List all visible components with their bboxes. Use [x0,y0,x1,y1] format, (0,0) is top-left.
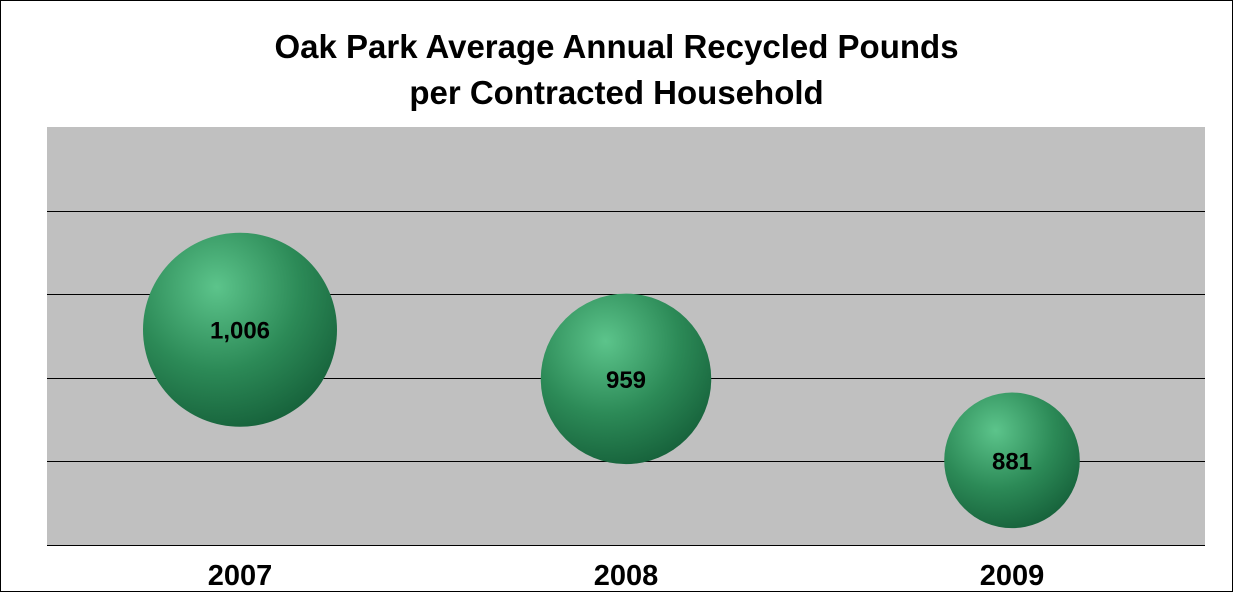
bubble-2009 [944,392,1080,529]
chart-subtitle: per Contracted Household [409,74,824,111]
x-tick-label: 2008 [594,560,659,592]
chart-title: Oak Park Average Annual Recycled Pounds [274,28,959,65]
bubble-2007 [143,232,337,427]
x-tick-label: 2009 [980,560,1045,592]
data-label: 881 [992,448,1032,475]
x-tick-label: 2007 [208,560,273,592]
data-label: 959 [606,367,646,394]
bubble-2008 [540,293,712,465]
data-label: 1,006 [210,318,270,345]
chart-title-block: Oak Park Average Annual Recycled Pounds … [0,24,1233,116]
